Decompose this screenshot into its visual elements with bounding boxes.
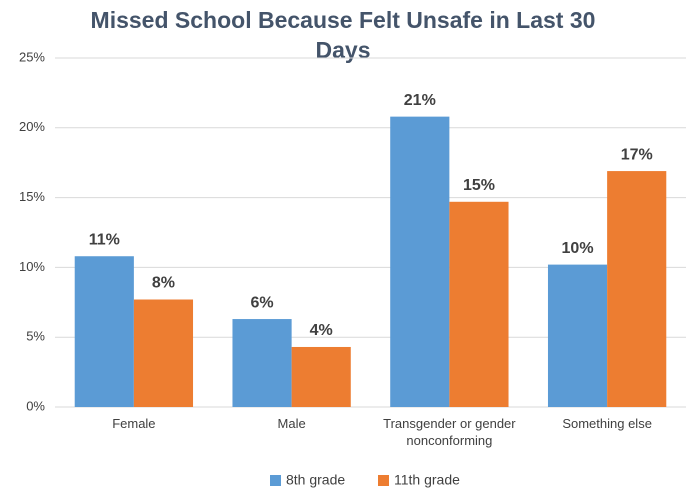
x-tick-label: Female (112, 416, 156, 431)
legend-swatch (378, 475, 389, 486)
x-tick-box: Female (112, 416, 156, 431)
legend-swatch (270, 475, 281, 486)
value-label: 11% (89, 231, 120, 248)
y-tick-label: 0% (26, 398, 45, 413)
x-tick-label: Something else (562, 416, 652, 431)
x-tick-box: Something else (562, 416, 652, 431)
bar (133, 299, 194, 407)
y-tick-label: 15% (19, 189, 45, 204)
x-tick-label: Male (277, 416, 306, 431)
value-label: 6% (250, 294, 273, 311)
bar (390, 116, 450, 408)
title-box: Missed School Because Felt Unsafe in Las… (90, 7, 596, 63)
y-tick-label: 10% (19, 259, 45, 274)
bar (547, 264, 608, 407)
value-label: 21% (404, 92, 436, 109)
legend-label: 8th grade (286, 472, 345, 488)
value-label: 10% (562, 240, 594, 257)
bar (607, 171, 667, 407)
value-label: 15% (463, 177, 495, 194)
bar (232, 319, 292, 407)
value-label: 4% (310, 322, 333, 339)
chart-title: Missed School Because Felt Unsafe in Las… (90, 7, 596, 63)
x-tick-label: Transgender or gender nonconforming (383, 416, 516, 448)
value-label: 17% (621, 146, 653, 163)
legend-label: 11th grade (394, 472, 460, 488)
y-tick-label: 25% (19, 49, 45, 64)
bar (291, 346, 351, 407)
bar (74, 256, 134, 407)
bar (449, 201, 509, 407)
x-tick-box: Transgender or gender nonconforming (383, 416, 516, 448)
x-tick-box: Male (277, 416, 306, 431)
y-tick-label: 20% (19, 119, 45, 134)
y-tick-label: 5% (26, 329, 45, 344)
value-label: 8% (152, 275, 175, 292)
